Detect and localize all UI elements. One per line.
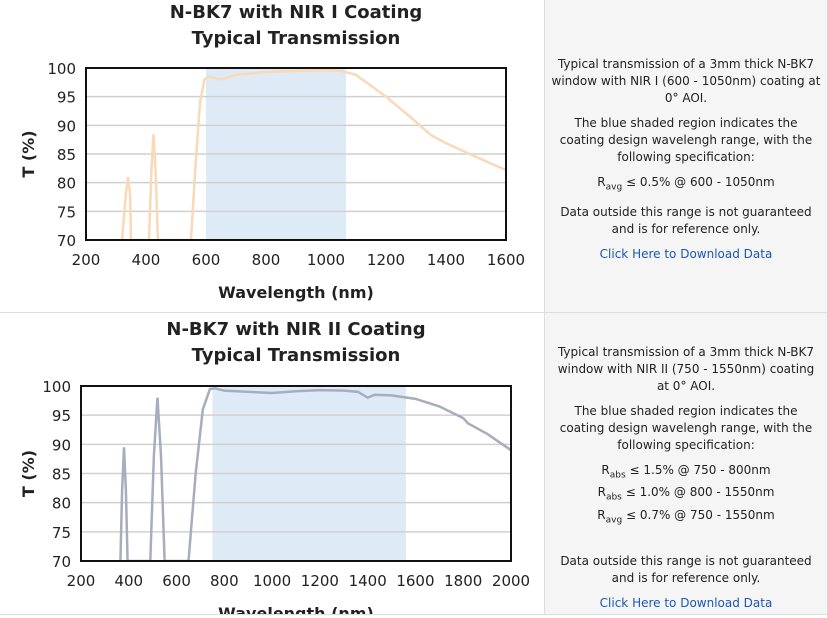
x-tick-label: 1200 [301, 572, 339, 590]
spec-list: Rabs ≤ 1.5% @ 750 - 800nm Rabs ≤ 1.0% @ 8… [551, 462, 821, 529]
plot-frame [85, 67, 507, 241]
y-tick-label: 75 [57, 203, 76, 221]
x-tick-label: 800 [210, 572, 239, 590]
description-text: Typical transmission of a 3mm thick N-BK… [551, 57, 821, 105]
spec-list: Ravg ≤ 0.5% @ 600 - 1050nm [551, 174, 821, 196]
note-text: Data outside this range is not guarantee… [560, 205, 812, 237]
download-data-link[interactable]: Click Here to Download Data [599, 247, 773, 262]
x-tick-label: 2000 [492, 572, 530, 590]
y-tick-label: 70 [57, 232, 76, 250]
download-data-link[interactable]: Click Here to Download Data [599, 596, 773, 611]
chart-row-nir-i: N-BK7 with NIR I Coating Typical Transmis… [0, 0, 827, 313]
spec-subscript: avg [605, 182, 623, 193]
x-tick-label: 600 [162, 572, 191, 590]
y-tick-label: 90 [57, 117, 76, 135]
x-tick-label: 200 [72, 251, 101, 269]
spec-value: ≤ 0.7% @ 750 - 1550nm [626, 507, 775, 522]
description-panel: Typical transmission of a 3mm thick N-BK… [545, 0, 827, 312]
spec-symbol: R [597, 175, 606, 189]
x-tick-label: 1400 [349, 572, 387, 590]
transmission-series [120, 69, 506, 240]
shade-text: The blue shaded region indicates the coa… [559, 404, 813, 452]
description-panel: Typical transmission of a 3mm thick N-BK… [545, 313, 827, 614]
spec-line: Ravg ≤ 0.7% @ 750 - 1550nm [551, 507, 821, 529]
spec-symbol: R [601, 463, 610, 477]
x-tick-label: 1600 [487, 251, 525, 269]
x-tick-label: 1000 [253, 572, 291, 590]
chart-title: N-BK7 with NIR II Coating [166, 319, 425, 340]
x-axis-label: Wavelength (nm) [218, 283, 374, 302]
spec-line: Ravg ≤ 0.5% @ 600 - 1050nm [551, 174, 821, 196]
chart-title: Typical Transmission [192, 345, 401, 366]
y-tick-label: 90 [52, 436, 71, 454]
spec-subscript: abs [609, 470, 626, 481]
chart-cell: N-BK7 with NIR I Coating Typical Transmis… [0, 0, 545, 312]
y-tick-label: 85 [52, 466, 71, 484]
y-tick-label: 100 [42, 378, 71, 396]
y-axis-label: T (%) [19, 130, 38, 177]
chart-row-nir-ii: N-BK7 with NIR II Coating Typical Transmi… [0, 313, 827, 618]
spec-value: ≤ 1.5% @ 750 - 800nm [629, 463, 771, 477]
x-tick-label: 1400 [427, 251, 465, 269]
y-tick-label: 95 [57, 89, 76, 107]
spec-subscript: avg [605, 515, 623, 526]
transmission-chart-nir-i: N-BK7 with NIR I Coating Typical Transmis… [19, 2, 525, 302]
y-tick-label: 80 [52, 495, 71, 513]
y-tick-label: 95 [52, 407, 71, 425]
x-tick-label: 200 [67, 572, 96, 590]
x-tick-label: 800 [252, 251, 281, 269]
spec-line: Rabs ≤ 1.0% @ 800 - 1550nm [551, 484, 821, 506]
shade-text: The blue shaded region indicates the coa… [559, 116, 813, 164]
y-tick-label: 75 [52, 524, 71, 542]
y-tick-label: 85 [57, 146, 76, 164]
chart-title: N-BK7 with NIR I Coating [170, 2, 423, 23]
spec-symbol: R [597, 507, 606, 522]
chart-cell: N-BK7 with NIR II Coating Typical Transmi… [0, 313, 545, 618]
spec-symbol: R [597, 485, 606, 500]
x-tick-label: 1000 [307, 251, 345, 269]
spec-subscript: abs [605, 492, 622, 503]
spec-value: ≤ 0.5% @ 600 - 1050nm [626, 175, 775, 189]
y-tick-label: 80 [57, 175, 76, 193]
note-text: Data outside this range is not guarantee… [560, 554, 812, 586]
x-tick-label: 1200 [367, 251, 405, 269]
chart-title: Typical Transmission [192, 28, 401, 49]
x-tick-label: 400 [132, 251, 161, 269]
y-tick-label: 70 [52, 553, 71, 571]
x-tick-label: 1800 [444, 572, 482, 590]
x-tick-label: 600 [192, 251, 221, 269]
y-tick-label: 100 [47, 60, 76, 78]
description-text: Typical transmission of a 3mm thick N-BK… [557, 345, 815, 393]
spec-value: ≤ 1.0% @ 800 - 1550nm [625, 485, 775, 500]
y-axis-label: T (%) [19, 450, 38, 497]
spec-line: Rabs ≤ 1.5% @ 750 - 800nm [551, 462, 821, 484]
transmission-chart-nir-ii: N-BK7 with NIR II Coating Typical Transmi… [19, 319, 530, 618]
transmission-series [119, 387, 511, 561]
x-tick-label: 400 [114, 572, 143, 590]
plot-frame [80, 385, 512, 562]
x-tick-label: 1600 [396, 572, 434, 590]
x-axis-label: Wavelength (nm) [218, 604, 374, 614]
